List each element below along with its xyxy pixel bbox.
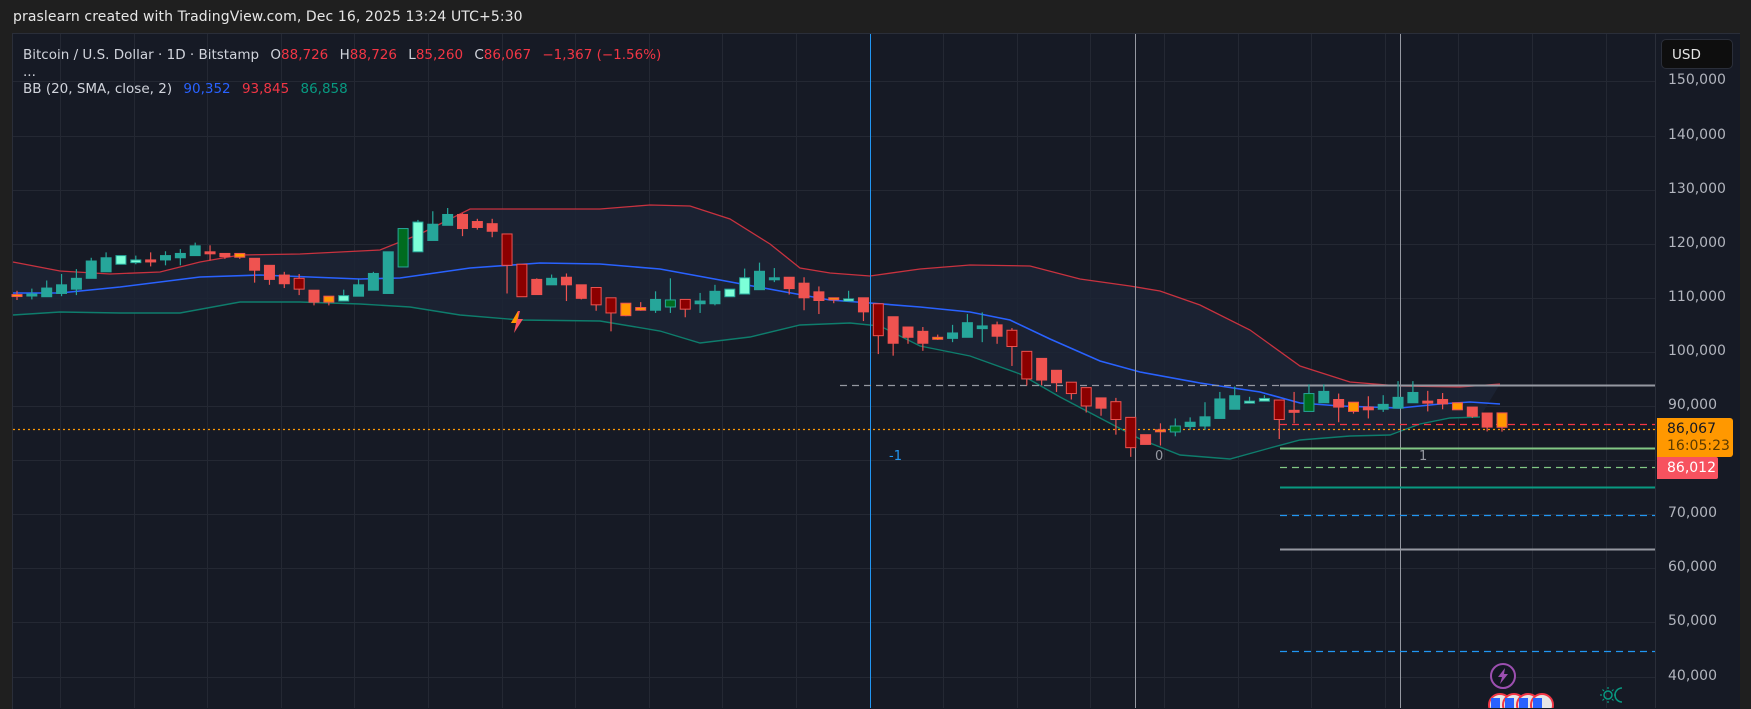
- bid-price-tag: 86,012: [1657, 457, 1718, 479]
- candlesticks: [11, 207, 1508, 457]
- symbol-row[interactable]: Bitcoin / U.S. Dollar · 1D · Bitstamp O8…: [23, 45, 661, 65]
- open-value: 88,726: [281, 47, 329, 63]
- bb-lower-value: 86,858: [300, 81, 348, 97]
- vertical-lines: [870, 34, 1401, 708]
- price-tick-label: 50,000: [1668, 613, 1717, 630]
- bb-upper-value: 93,845: [241, 81, 290, 97]
- bar-countdown: 16:05:23: [1667, 438, 1730, 454]
- low-value: 85,260: [415, 47, 464, 63]
- high-label: H: [339, 47, 350, 63]
- lightning-badge-icon[interactable]: [1489, 662, 1517, 690]
- price-tick-label: 90,000: [1668, 397, 1717, 413]
- high-value: 88,726: [349, 47, 397, 63]
- price-tick-label: 110,000: [1668, 288, 1726, 305]
- symbol-title[interactable]: Bitcoin / U.S. Dollar · 1D · Bitstamp: [23, 47, 260, 63]
- chart-credit: praslearn created with TradingView.com, …: [13, 9, 523, 25]
- price-tick-label: 150,000: [1668, 72, 1726, 89]
- chart-legend: Bitcoin / U.S. Dollar · 1D · Bitstamp O8…: [23, 45, 661, 99]
- more-button[interactable]: ...: [23, 64, 36, 80]
- fib-label-1: 1: [1419, 449, 1428, 464]
- currency-button[interactable]: USD: [1661, 39, 1733, 69]
- price-tick-label: 60,000: [1668, 559, 1717, 576]
- fib-label-0: 0: [1155, 449, 1164, 464]
- change-value: −1,367 (−1.56%): [542, 47, 662, 63]
- last-price-tag: 86,067 16:05:23: [1657, 418, 1733, 457]
- price-tick-label: 100,000: [1668, 342, 1726, 359]
- session-day-night-icon[interactable]: [1600, 686, 1626, 704]
- fib-levels: [13, 384, 1655, 653]
- fib-label-minus-1: -1: [889, 449, 902, 464]
- bb-indicator-label[interactable]: BB (20, SMA, close, 2): [23, 81, 173, 97]
- chart-panel[interactable]: [12, 33, 1740, 709]
- bb-indicator-row[interactable]: BB (20, SMA, close, 2) 90,352 93,845 86,…: [23, 79, 661, 99]
- bb-basis-value: 90,352: [183, 81, 231, 97]
- lightning-event-icon[interactable]: [509, 311, 525, 333]
- low-label: L: [408, 47, 416, 63]
- bollinger-bands: [12, 204, 1501, 460]
- us-events-flags-icon[interactable]: [1488, 692, 1560, 708]
- last-price: 86,067: [1667, 421, 1716, 437]
- close-value: 86,067: [483, 47, 532, 63]
- grid-lines: [13, 34, 1655, 708]
- price-tick-label: 40,000: [1668, 667, 1717, 684]
- open-label: O: [270, 47, 282, 63]
- close-label: C: [474, 47, 484, 63]
- price-tick-label: 140,000: [1668, 126, 1726, 143]
- price-tick-label: 130,000: [1668, 180, 1726, 197]
- price-tick-label: 70,000: [1668, 505, 1717, 522]
- price-tick-label: 120,000: [1668, 234, 1726, 251]
